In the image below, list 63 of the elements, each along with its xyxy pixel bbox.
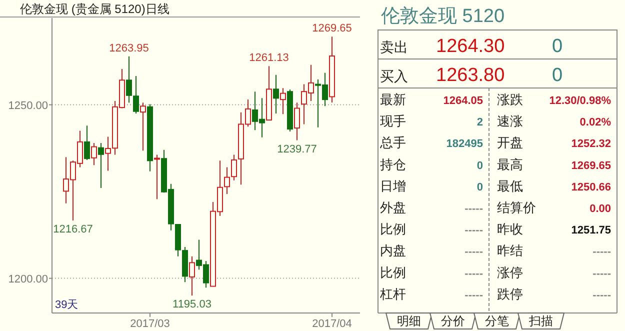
text: 0.02% bbox=[580, 116, 612, 129]
text: 杠杆 bbox=[379, 286, 406, 302]
text: 1251.75 bbox=[571, 224, 611, 237]
text: 明细 bbox=[397, 314, 421, 328]
text: 比例 bbox=[380, 222, 406, 237]
text: ----- bbox=[464, 246, 484, 258]
text: 外盘 bbox=[380, 200, 406, 215]
text: 总手 bbox=[379, 135, 406, 150]
title: 伦敦金现 (贵金属 5120)日线 bbox=[20, 2, 170, 16]
text: 0 bbox=[552, 36, 563, 57]
xtick: 2017/03 bbox=[130, 318, 170, 330]
text: ----- bbox=[464, 203, 484, 215]
text: 买入 bbox=[380, 68, 408, 84]
annotation: 1239.77 bbox=[277, 143, 317, 156]
text: 持仓 bbox=[380, 156, 406, 172]
text: 昨结 bbox=[497, 243, 523, 258]
text: 1264.05 bbox=[443, 95, 483, 107]
text: 比例 bbox=[380, 264, 406, 280]
text: 日增 bbox=[380, 178, 406, 194]
text: 扫描 bbox=[528, 314, 553, 328]
text: 涨停 bbox=[497, 264, 523, 280]
annotation: 1216.67 bbox=[53, 223, 93, 236]
text: 0.00 bbox=[590, 203, 611, 215]
text: 开盘 bbox=[497, 135, 523, 150]
text: 分价 bbox=[441, 314, 465, 328]
text: ----- bbox=[464, 268, 484, 280]
text: 0 bbox=[552, 65, 563, 86]
text: 现手 bbox=[380, 114, 406, 129]
text: 内盘 bbox=[380, 243, 406, 258]
text: 1269.65 bbox=[571, 160, 611, 172]
text: 最低 bbox=[497, 178, 523, 194]
text: 昨收 bbox=[497, 222, 523, 237]
text: 最高 bbox=[497, 156, 523, 172]
text: ----- bbox=[464, 289, 484, 302]
annotation: 1269.65 bbox=[312, 22, 352, 35]
xtick: 2017/04 bbox=[312, 318, 352, 330]
text: 1263.80 bbox=[436, 65, 505, 86]
text: 182495 bbox=[446, 138, 483, 150]
annotation: 1195.03 bbox=[172, 298, 212, 311]
text: 1264.30 bbox=[436, 36, 505, 57]
title: 伦敦金现 5120 bbox=[381, 6, 505, 27]
text: 0 bbox=[476, 160, 483, 172]
annotation: 39天 bbox=[55, 299, 78, 311]
text: 跌停 bbox=[497, 286, 523, 302]
text: 0 bbox=[476, 181, 483, 194]
text: 12.30/0.98% bbox=[549, 95, 612, 107]
text: ----- bbox=[592, 289, 612, 302]
text: 最新 bbox=[380, 92, 406, 107]
annotation: 1263.95 bbox=[109, 42, 149, 54]
ytick: 1200.00 bbox=[8, 273, 48, 286]
text: 1252.32 bbox=[571, 138, 611, 150]
text: 速涨 bbox=[497, 114, 523, 129]
text: 2 bbox=[476, 116, 483, 129]
text: 分笔 bbox=[485, 314, 509, 328]
text: ----- bbox=[592, 246, 612, 258]
text: 结算价 bbox=[497, 200, 536, 215]
text: ----- bbox=[592, 268, 612, 280]
text: 卖出 bbox=[380, 39, 408, 55]
text: ----- bbox=[464, 224, 484, 237]
ytick: 1250.00 bbox=[8, 100, 48, 112]
text: 涨跌 bbox=[497, 92, 523, 107]
text: 1250.66 bbox=[571, 181, 611, 194]
annotation: 1261.13 bbox=[249, 52, 289, 64]
